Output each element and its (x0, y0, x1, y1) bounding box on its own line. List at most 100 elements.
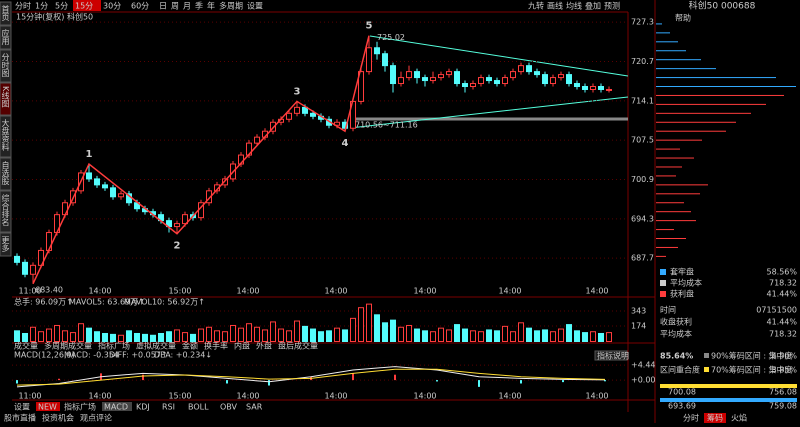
volume-bar (598, 332, 604, 342)
volume-bar (198, 328, 204, 343)
bottom-tab[interactable]: 设置 (14, 402, 30, 412)
period-tab[interactable]: 周 (171, 2, 179, 11)
volume-bar (278, 328, 284, 343)
indicator-tab[interactable]: 金额 (182, 341, 198, 351)
volume-bar (574, 330, 580, 343)
wave-label: 2 (174, 241, 181, 252)
indicator-tab[interactable]: 外盘 (256, 341, 272, 351)
bottom-tab[interactable]: NEW (38, 403, 57, 412)
indicator-tab[interactable]: 盘后成交量 (278, 341, 318, 351)
volume-bar (166, 331, 172, 342)
bottom-tab[interactable]: RSI (162, 403, 175, 412)
volume-bar (150, 334, 156, 342)
chip-bar (656, 193, 700, 195)
panel-tab[interactable]: 分时 (683, 413, 699, 423)
candle-body (438, 74, 444, 79)
volume-bar (94, 331, 100, 342)
side-tab-bg (0, 157, 12, 191)
side-tab[interactable]: 综合排名 (1, 193, 10, 227)
candle-body (534, 71, 540, 76)
x-tick-label: 15:00 (168, 287, 191, 296)
volume-bar (558, 328, 564, 343)
period-tab[interactable]: 月 (183, 2, 191, 11)
indicator-tab[interactable]: 换手率 (204, 341, 228, 351)
volume-bar (606, 332, 612, 343)
panel-tab[interactable]: 筹码 (707, 413, 723, 423)
period-tab[interactable]: 季 (195, 1, 203, 11)
bottom-tab[interactable]: MACD (104, 403, 128, 412)
period-tab[interactable]: 设置 (247, 1, 263, 11)
bottom-tab[interactable]: SAR (246, 403, 263, 412)
volume-bar (438, 327, 444, 342)
chip-bar (656, 166, 682, 168)
panel-tab[interactable]: 火焰 (731, 413, 747, 423)
info-label: 收盘获利 (660, 317, 692, 327)
volume-bar (390, 319, 396, 343)
volume-bar (214, 330, 220, 343)
chip-bar (656, 94, 784, 96)
chip-bar (656, 41, 678, 43)
tool-button[interactable]: 画线 (547, 1, 563, 11)
side-tab[interactable]: 更多 (1, 236, 10, 253)
candle-body (558, 74, 564, 79)
bottom-tab[interactable]: BOLL (188, 403, 209, 412)
indicator-tab[interactable]: 多周期成交量 (44, 341, 92, 351)
chip-bar (656, 139, 702, 141)
side-tab[interactable]: 应用 (1, 28, 10, 46)
bottom-tab[interactable]: 指标广场 (64, 402, 96, 412)
candle-body (110, 187, 116, 198)
conc-label: 85.64% (660, 352, 693, 361)
tool-button[interactable]: 均线 (566, 1, 582, 11)
period-tab[interactable]: 日 (159, 2, 167, 11)
indicator-tab[interactable]: 虚拟成交量 (136, 341, 176, 351)
macd-header: DIFF: +0.057↑ (109, 351, 168, 360)
bottom-tab[interactable]: KDJ (136, 403, 150, 412)
chip-bar (656, 202, 684, 204)
period-tab[interactable]: 分时 (15, 1, 31, 11)
volume-bar (366, 303, 372, 342)
side-tab[interactable]: 分时图 (1, 53, 10, 78)
tool-button[interactable]: 九转 (528, 1, 544, 11)
period-tab[interactable]: 年 (207, 1, 215, 11)
volume-bar (470, 330, 476, 343)
conc-value: 4.50% (772, 352, 798, 361)
side-tab-bg (0, 82, 12, 116)
x-tick-label: 11:00 (18, 287, 41, 296)
volume-bar (414, 328, 420, 343)
side-tab[interactable]: 大盘资料 (1, 118, 10, 152)
help-button[interactable]: 指标说明 (597, 351, 629, 361)
price-label: 725.02 (377, 33, 405, 42)
volume-bar (358, 307, 364, 342)
period-tab[interactable]: 60分 (131, 2, 149, 11)
footer-tab[interactable]: 观点评论 (80, 413, 112, 423)
side-tab[interactable]: 首页 (1, 4, 10, 22)
indicator-tab[interactable]: 指标广场 (98, 341, 130, 351)
indicator-tab[interactable]: 内盘 (234, 341, 250, 351)
side-tab[interactable]: 自选股 (1, 160, 10, 186)
side-tab[interactable]: K线图 (1, 86, 10, 108)
tab-bg (704, 413, 726, 423)
period-tab[interactable]: 5分 (55, 2, 68, 11)
candle-body (174, 223, 180, 228)
volume-bar (462, 328, 468, 343)
chip-bar (656, 23, 662, 25)
chip-bar (656, 86, 796, 88)
tool-button[interactable]: 叠加 (585, 1, 601, 11)
footer-tab[interactable]: 投资机会 (42, 413, 74, 423)
period-tab[interactable]: 1分 (35, 2, 48, 11)
candle-body (550, 77, 556, 85)
volume-bar (174, 329, 180, 342)
indicator-tab[interactable]: 成交量 (14, 341, 38, 351)
info-value: 07151500 (756, 306, 797, 315)
volume-bar (526, 327, 532, 342)
bottom-tab[interactable]: OBV (220, 403, 238, 412)
help-button[interactable]: 帮助 (675, 13, 691, 23)
period-tab[interactable]: 15分 (75, 2, 93, 11)
chip-bar (656, 68, 716, 70)
period-tab[interactable]: 多周期 (219, 1, 243, 11)
price-label: 710.56~711.16 (355, 121, 418, 130)
tool-button[interactable]: 预测 (604, 1, 620, 11)
period-tab[interactable]: 30分 (103, 2, 121, 11)
macd-header: MACD: -0.354 (64, 351, 119, 360)
footer-tab[interactable]: 股市直播 (4, 413, 36, 423)
